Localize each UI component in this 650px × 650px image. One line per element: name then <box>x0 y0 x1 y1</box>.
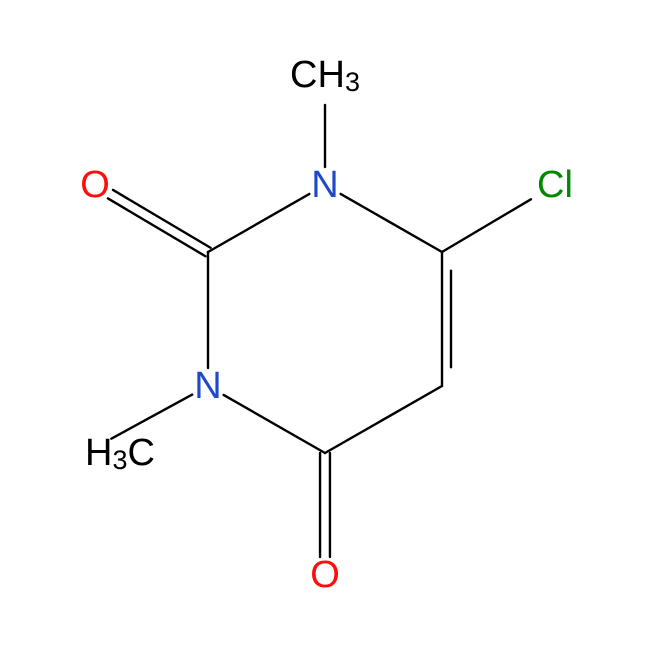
atom-label-ch3b: H3C <box>85 432 155 475</box>
atom-label-ch3a: CH3 <box>290 54 360 97</box>
atom-label-n1: N <box>311 164 338 206</box>
bond-line <box>208 194 309 252</box>
bond-line <box>325 386 442 453</box>
bond-line <box>341 194 442 252</box>
atom-label-o2: O <box>80 164 110 206</box>
atom-label-o4: O <box>310 554 340 596</box>
molecule-canvas: N N CH3 H3C O O Cl <box>0 0 650 650</box>
bond-line <box>224 395 325 453</box>
atom-label-n3: N <box>194 365 221 407</box>
bond-line <box>108 198 206 256</box>
bond-line <box>113 190 211 248</box>
atom-label-cl: Cl <box>537 164 573 206</box>
bond-line <box>442 199 531 252</box>
